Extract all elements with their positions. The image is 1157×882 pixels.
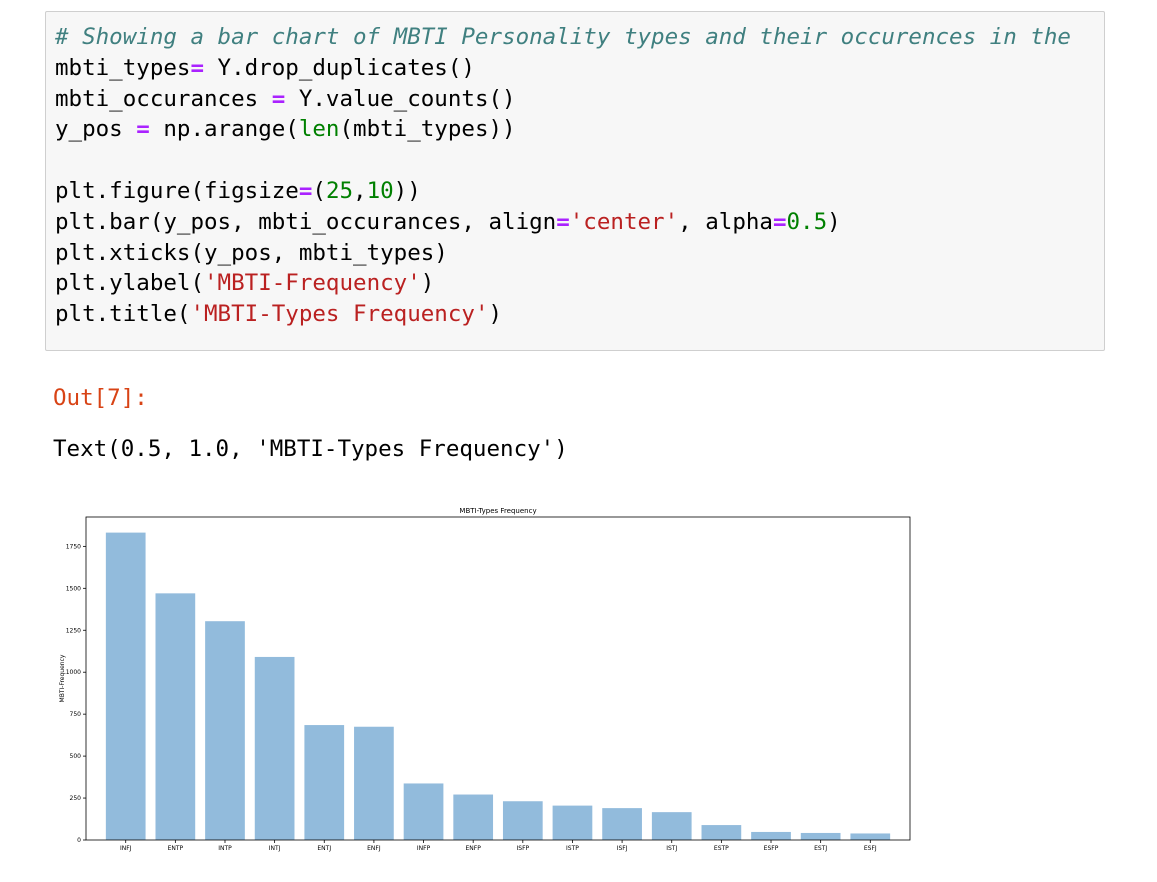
code-line: plt.title('MBTI-Types Frequency'): [55, 301, 503, 328]
bar-entj: [304, 725, 345, 840]
x-tick-label: ESTP: [714, 845, 729, 852]
code-editor[interactable]: # Showing a bar chart of MBTI Personalit…: [55, 22, 1071, 330]
x-tick-label: INFJ: [120, 845, 132, 852]
bar-estp: [701, 825, 742, 840]
y-tick-label: 500: [70, 753, 82, 760]
code-input-cell[interactable]: # Showing a bar chart of MBTI Personalit…: [45, 11, 1105, 351]
bar-enfp: [453, 794, 494, 840]
y-tick-label: 1250: [66, 627, 81, 634]
y-tick-label: 750: [70, 711, 82, 718]
bar-entp: [155, 593, 196, 840]
output-prompt: Out[7]:: [53, 385, 148, 411]
bar-chart: INFJ ENTP INTP INTJ ENTJ ENFJ INFP ENFP ISFP ISTP…: [59, 507, 911, 852]
code-line: mbti_types= Y.drop_duplicates(): [55, 54, 475, 81]
plot-frame: [85, 516, 911, 841]
y-axis-label: MBTI-Frequency: [59, 654, 66, 702]
chart-title: MBTI-Types Frequency: [459, 507, 536, 515]
y-tick-label: 0: [77, 837, 81, 844]
x-tick-label: ENTJ: [317, 845, 331, 852]
y-tick-label: 250: [70, 795, 82, 802]
code-line: plt.ylabel('MBTI-Frequency'): [55, 270, 435, 297]
bar-isfp: [502, 801, 543, 840]
bar-istj: [651, 812, 692, 840]
bar-infj: [105, 532, 146, 840]
code-line: plt.figure(figsize=(25,10)): [55, 177, 421, 204]
bar-intj: [254, 656, 295, 840]
bar-enfj: [354, 726, 394, 840]
x-tick-label: ISTJ: [666, 845, 677, 852]
y-tick-label: 1500: [66, 585, 81, 592]
bar-estj: [800, 832, 841, 840]
x-tick-label: ISFJ: [617, 845, 628, 852]
x-tick-label: ESFP: [764, 845, 779, 852]
x-tick-label: INFP: [417, 845, 431, 852]
x-tick-label: ISFP: [516, 845, 529, 852]
bar-esfp: [751, 831, 791, 840]
x-tick-label: INTP: [218, 845, 232, 852]
bar-istp: [552, 805, 593, 840]
bar-infp: [403, 783, 444, 840]
code-line: [55, 145, 1071, 176]
x-tick-label: ESTJ: [814, 845, 827, 852]
y-tick-label: 1750: [66, 543, 81, 550]
x-tick-label: ENFJ: [367, 845, 381, 852]
output-text: Text(0.5, 1.0, 'MBTI-Types Frequency'): [53, 436, 568, 462]
code-line: plt.bar(y_pos, mbti_occurances, align='c…: [55, 208, 841, 235]
x-tick-label: ENFP: [466, 845, 482, 852]
x-tick-label: ENTP: [168, 845, 184, 852]
bar-esfj: [850, 833, 891, 840]
code-line: # Showing a bar chart of MBTI Personalit…: [55, 24, 1071, 50]
bar-intp: [205, 621, 245, 840]
bar-isfj: [602, 808, 642, 840]
x-tick-label: INTJ: [269, 845, 281, 852]
y-tick-label: 1000: [66, 669, 81, 676]
code-line: mbti_occurances = Y.value_counts(): [55, 85, 516, 112]
x-tick-label: ISTP: [566, 845, 579, 852]
code-line: y_pos = np.arange(len(mbti_types)): [55, 116, 516, 143]
code-line: plt.xticks(y_pos, mbti_types): [55, 239, 448, 266]
x-tick-label: ESFJ: [864, 845, 877, 852]
